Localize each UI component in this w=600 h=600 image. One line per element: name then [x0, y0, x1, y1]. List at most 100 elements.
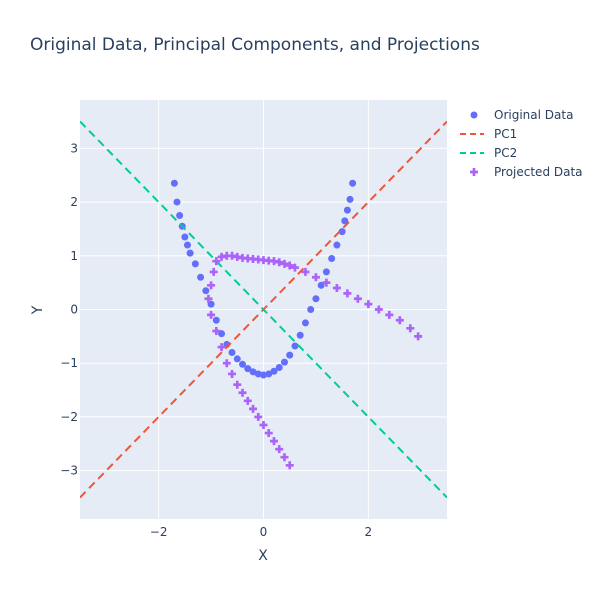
- projected-data-point: [264, 256, 273, 265]
- original-data-point: [280, 358, 288, 366]
- original-data-point: [176, 211, 184, 219]
- y-tick-label: −1: [60, 356, 78, 370]
- x-tick-label: −2: [150, 525, 168, 539]
- projected-data-point: [290, 263, 299, 272]
- projected-data-point: [243, 396, 252, 405]
- projected-data-point: [204, 294, 213, 303]
- original-data-point: [341, 217, 349, 225]
- projected-data-point: [222, 251, 231, 260]
- projected-data-point: [259, 256, 268, 265]
- legend-item-projected-data[interactable]: Projected Data: [470, 165, 583, 179]
- projected-data-point: [222, 359, 231, 368]
- original-data-point: [260, 371, 267, 379]
- projected-data-point: [243, 254, 252, 263]
- original-data-point: [244, 365, 252, 373]
- projected-data-point: [353, 294, 362, 303]
- projected-data-point: [275, 258, 284, 267]
- y-tick-label: 2: [70, 195, 78, 209]
- projected-data-point: [374, 305, 383, 314]
- projected-data-point: [269, 257, 278, 266]
- original-data-point: [286, 351, 294, 359]
- projected-data-point: [343, 289, 352, 298]
- projected-data-point: [212, 326, 221, 335]
- y-tick-labels: −3 −2 −1 0 1 2 3: [60, 141, 78, 477]
- legend-swatch: [470, 168, 478, 176]
- x-axis-title: X: [258, 548, 268, 564]
- projected-data-point: [249, 255, 258, 264]
- legend-swatch: [470, 111, 478, 119]
- x-tick-label: 2: [365, 525, 373, 539]
- projected-data-point: [259, 420, 268, 429]
- original-data-point: [343, 206, 351, 214]
- original-data-point: [265, 370, 273, 378]
- projected-data-point: [395, 316, 404, 325]
- original-data-point: [183, 241, 191, 249]
- original-data-point: [301, 319, 309, 327]
- y-tick-label: 3: [70, 141, 78, 155]
- projected-data-point: [217, 252, 226, 261]
- original-data-point: [312, 295, 320, 303]
- projected-data-point: [207, 310, 216, 319]
- legend-label: PC1: [494, 127, 517, 141]
- original-data-point: [212, 316, 220, 324]
- x-tick-label: 0: [260, 525, 268, 539]
- original-data-point: [233, 355, 241, 363]
- original-data-point: [191, 260, 199, 268]
- y-tick-label: −2: [60, 410, 78, 424]
- projected-data-point: [269, 437, 278, 446]
- projected-data-point: [209, 267, 218, 276]
- legend-label: Original Data: [494, 108, 573, 122]
- projected-data-point: [249, 404, 258, 413]
- projected-data-point: [238, 253, 247, 262]
- pc2-line: [80, 120, 447, 499]
- projected-data-point: [311, 273, 320, 282]
- original-data-point: [186, 249, 194, 257]
- projected-data-point: [207, 281, 216, 290]
- original-data-point: [254, 370, 262, 378]
- pc2-series: [80, 120, 447, 499]
- projected-data-point: [285, 261, 294, 270]
- legend-label: Projected Data: [494, 165, 583, 179]
- y-tick-label: 1: [70, 249, 78, 263]
- projected-data-point: [254, 255, 263, 264]
- original-data-point: [328, 254, 336, 262]
- projected-data-point: [238, 388, 247, 397]
- original-data-point: [275, 364, 283, 372]
- projected-data-point: [264, 429, 273, 438]
- original-data-point: [173, 198, 181, 206]
- legend-item-pc1[interactable]: PC1: [460, 127, 517, 141]
- projected-data-point: [322, 278, 331, 287]
- legend-label: PC2: [494, 146, 517, 160]
- original-data-series: [170, 179, 357, 379]
- original-data-point: [202, 287, 210, 295]
- original-data-point: [349, 179, 357, 187]
- x-tick-labels: −2 0 2: [150, 525, 372, 539]
- original-data-point: [291, 342, 299, 350]
- original-data-point: [170, 179, 178, 187]
- original-data-point: [197, 273, 205, 281]
- projected-data-point: [217, 343, 226, 352]
- y-axis-title: Y: [30, 305, 46, 315]
- projected-data-point: [228, 369, 237, 378]
- legend[interactable]: Original Data PC1 PC2 Projected Data: [460, 108, 583, 179]
- original-data-point: [338, 228, 346, 236]
- projected-data-point: [301, 267, 310, 276]
- original-data-point: [333, 241, 341, 249]
- original-data-point: [239, 360, 247, 368]
- original-data-point: [346, 195, 354, 203]
- y-tick-label: 0: [70, 303, 78, 317]
- original-data-point: [296, 331, 304, 339]
- original-data-point: [181, 233, 189, 241]
- legend-item-original-data[interactable]: Original Data: [470, 108, 574, 122]
- projected-data-point: [280, 453, 289, 462]
- original-data-point: [249, 368, 257, 376]
- projected-data-point: [233, 380, 242, 389]
- projected-data-point: [414, 332, 423, 341]
- original-data-point: [322, 268, 330, 276]
- projected-data-point: [275, 445, 284, 454]
- legend-item-pc2[interactable]: PC2: [460, 146, 517, 160]
- projected-data-point: [228, 251, 237, 260]
- original-data-point: [270, 367, 278, 375]
- projected-data-point: [364, 300, 373, 309]
